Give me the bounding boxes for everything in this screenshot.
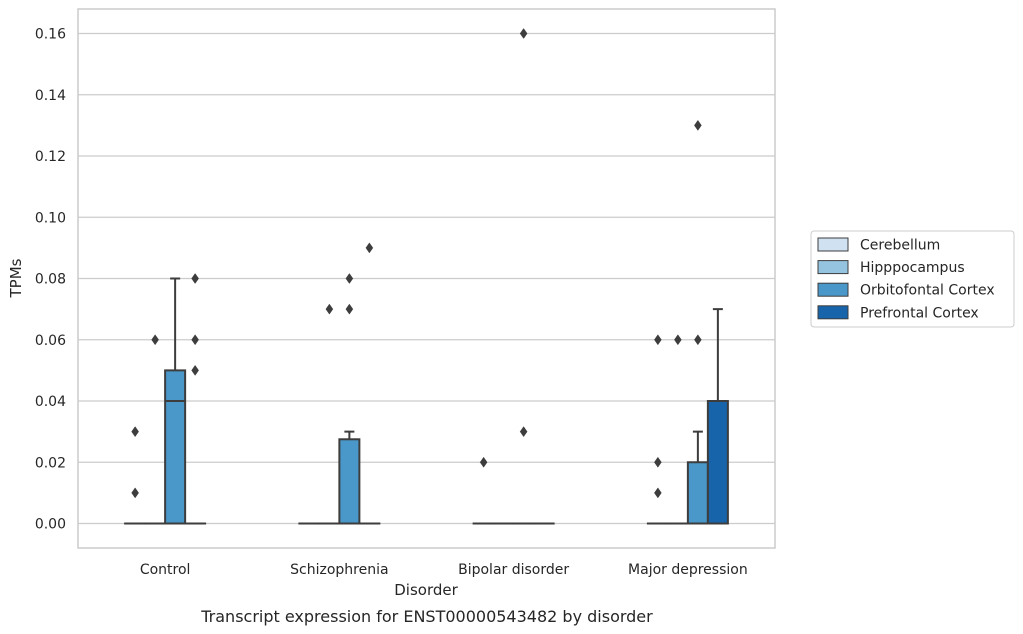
y-tick-label: 0.16	[35, 27, 66, 43]
x-axis-ticks: Control Schizophrenia Bipolar disorder Majo…	[140, 562, 748, 578]
outlier-point	[191, 273, 199, 284]
outlier-point	[325, 303, 334, 315]
x-axis-label: Disorder	[394, 581, 458, 599]
outlier-point	[151, 334, 159, 346]
outlier-point	[519, 426, 528, 438]
legend: Cerebellum Hipppocampus Orbitofontal Corte…	[810, 230, 1015, 328]
outlier-point	[131, 487, 139, 499]
outlier-point	[654, 487, 662, 499]
outlier-point	[191, 334, 199, 346]
y-tick-label: 0.08	[35, 272, 66, 288]
outlier-point	[345, 273, 354, 284]
legend-swatch	[817, 237, 849, 252]
y-tick-label: 0.02	[35, 455, 66, 471]
outlier-point	[365, 242, 374, 254]
legend-frame	[810, 230, 1015, 328]
box	[164, 369, 187, 525]
x-tick-label: Major depression	[628, 562, 748, 578]
outlier-point	[654, 456, 662, 468]
x-tick-label: Control	[140, 562, 191, 578]
y-tick-label: 0.14	[35, 88, 66, 104]
y-tick-label: 0.04	[35, 394, 66, 410]
outlier-point	[345, 303, 354, 315]
x-tick-label: Schizophrenia	[290, 562, 388, 578]
outlier-point	[694, 119, 702, 131]
y-tick-label: 0.06	[35, 333, 66, 349]
outlier-point	[519, 28, 528, 39]
legend-swatch	[817, 282, 849, 297]
box	[706, 400, 729, 525]
legend-entry: Hipppocampus	[860, 260, 965, 276]
legend-swatch	[817, 260, 849, 275]
plot-area	[124, 28, 729, 525]
legend-entry: Cerebellum	[860, 238, 940, 254]
box	[686, 461, 709, 525]
y-axis-label: TPMs	[7, 258, 25, 298]
plot-frame	[77, 8, 776, 549]
outlier-point	[674, 334, 682, 346]
y-axis-ticks: 0.00 0.02 0.04 0.06 0.08 0.10 0.12 0.14 0.16	[35, 27, 66, 533]
legend-swatch	[817, 305, 849, 320]
chart-caption: Transcript expression for ENST0000054348…	[200, 607, 653, 626]
outlier-point	[131, 426, 139, 438]
outlier-point	[654, 334, 662, 346]
legend-entry: Prefrontal Cortex	[860, 305, 979, 321]
y-tick-label: 0.00	[35, 517, 66, 533]
outlier-point	[479, 456, 488, 468]
box	[338, 438, 361, 525]
outlier-point	[191, 364, 199, 376]
x-tick-label: Bipolar disorder	[458, 562, 569, 578]
outlier-point	[694, 334, 702, 346]
y-tick-label: 0.10	[35, 210, 66, 226]
legend-entry: Orbitofontal Cortex	[860, 283, 995, 299]
y-tick-label: 0.12	[35, 149, 66, 165]
